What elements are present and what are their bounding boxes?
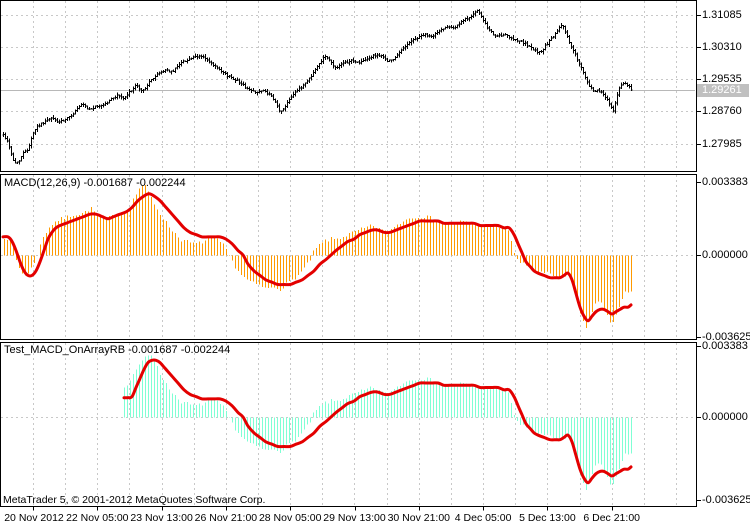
time-axis-label: 28 Nov 05:00 [258,512,322,524]
price-axis-label: 1.27985 [702,138,742,150]
time-axis-label: 22 Nov 05:00 [66,512,129,524]
indicator-axis-label: -0.003625 [702,331,750,343]
indicator-axis-label: 0.003383 [702,176,748,188]
price-axis-label: 1.31085 [702,9,742,21]
panel-splitter[interactable] [0,336,750,342]
time-axis-label: 20 Nov 2012 [4,512,64,524]
current-price-badge: 1.29261 [697,84,749,97]
panel-splitter[interactable] [0,168,750,174]
price-axis-label: 1.30310 [702,41,742,53]
time-axis-label: 23 Nov 13:00 [130,512,193,524]
test-macd-indicator-label: Test_MACD_OnArrayRB -0.001687 -0.002244 [4,344,231,356]
time-axis-label: 6 Dec 21:00 [583,512,640,524]
macd-indicator-label: MACD(12,26,9) -0.001687 -0.002244 [4,177,186,189]
time-axis-label: 29 Nov 13:00 [323,512,386,524]
indicator-axis-label: 0.000000 [702,411,748,423]
price-axis-label: 1.29535 [702,73,742,85]
time-axis-label: 26 Nov 21:00 [194,512,258,524]
time-axis-label: 4 Dec 05:00 [454,512,512,524]
copyright-watermark: MetaTrader 5, © 2001-2012 MetaQuotes Sof… [3,494,266,506]
time-axis-strip[interactable]: 20 Nov 2012 22 Nov 05:00 23 Nov 13:00 26 No… [0,506,750,531]
time-axis-label: 30 Nov 21:00 [387,512,451,524]
indicator-axis-label: 0.003383 [702,340,748,352]
indicator-axis-label: -0.003625 [702,494,750,506]
price-axis-strip[interactable]: 1.29261 1.31085 1.30310 1.29535 1.28760 1.27… [696,0,750,506]
time-axis-label: 5 Dec 13:00 [519,512,576,524]
indicator-axis-label: 0.000000 [702,249,748,261]
price-axis-label: 1.28760 [702,105,742,117]
